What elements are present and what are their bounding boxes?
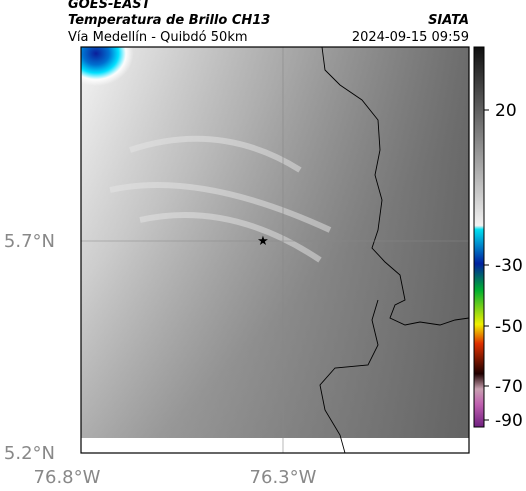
organization: SIATA (428, 13, 469, 28)
colorbar-tick-label: 20 (495, 101, 517, 121)
lon-label: 76.3°W (250, 467, 317, 488)
borders (319, 46, 470, 454)
colorbar-tick-label: -30 (495, 256, 523, 276)
subtitle: Vía Medellín - Quibdó 50km (68, 30, 248, 45)
colorbar-tick-label: -50 (495, 317, 523, 337)
lat-label: 5.2°N (4, 443, 55, 464)
source: GOES-EAST (68, 0, 152, 12)
map-frame (80, 46, 470, 454)
location-star: ★ (257, 234, 269, 249)
title: Temperatura de Brillo CH13 (68, 13, 270, 28)
lat-label: 5.7°N (4, 231, 55, 252)
timestamp: 2024-09-15 09:59 (352, 30, 469, 45)
colorbar-ticks: 20 -30 -50 -70 -90 (484, 101, 523, 431)
colorbar-tick-label: -90 (495, 411, 523, 431)
colorbar (473, 46, 485, 428)
lon-label: 76.8°W (34, 467, 101, 488)
map-image (81, 47, 469, 438)
colorbar-tick-label: -70 (495, 377, 523, 397)
